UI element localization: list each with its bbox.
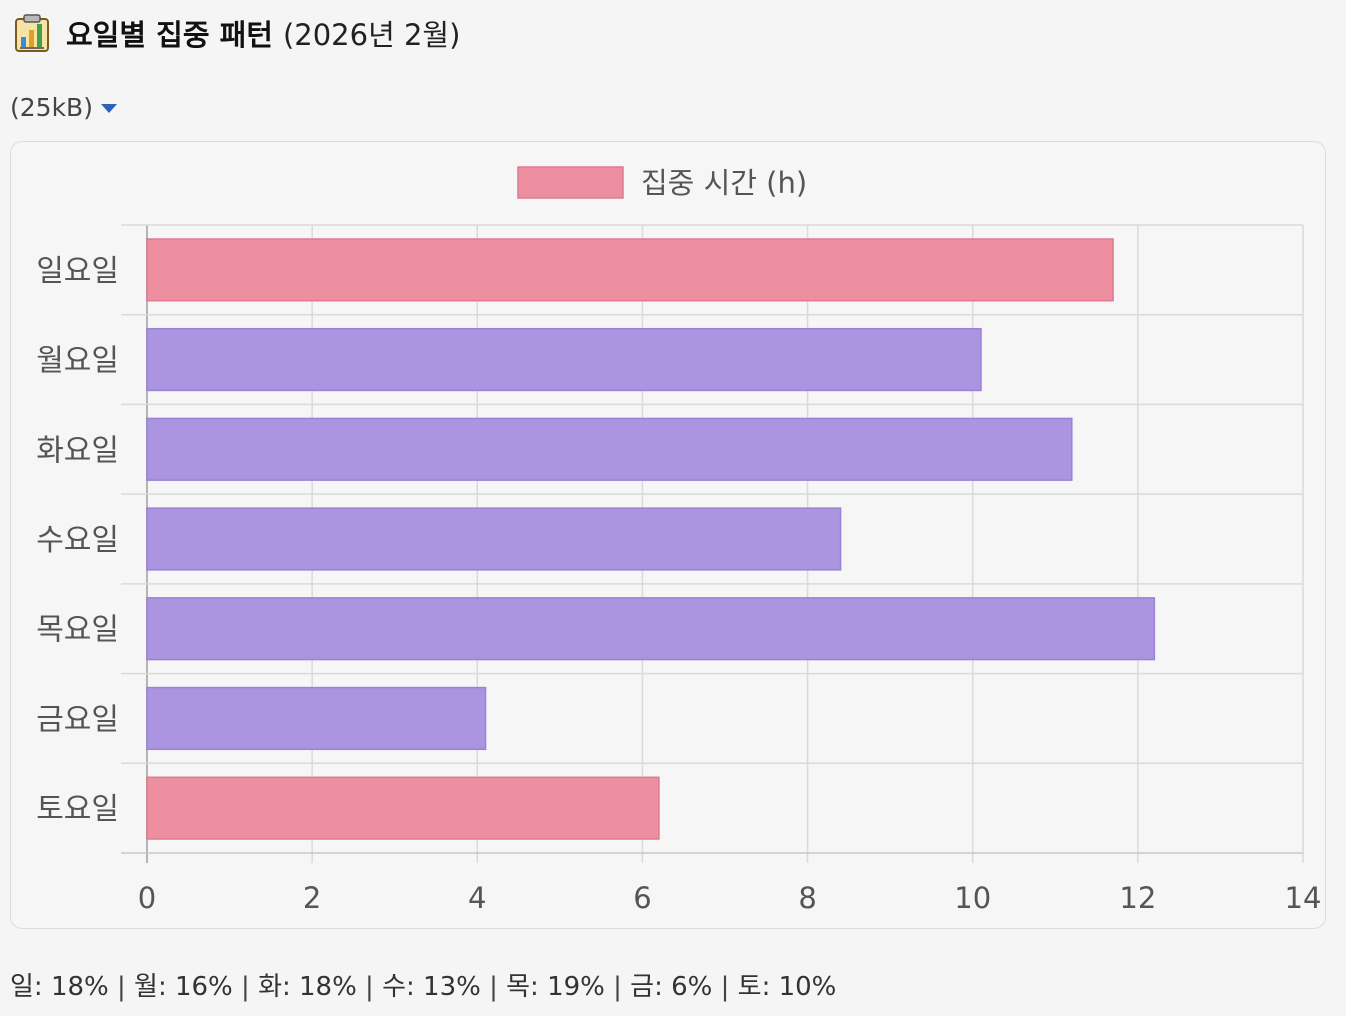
y-tick-label: 토요일 — [36, 792, 119, 827]
summary-separator: | — [604, 972, 631, 1002]
bar-chart-clipboard-icon — [15, 14, 49, 52]
summary-item: 화: 18% — [258, 972, 357, 1002]
summary-separator: | — [712, 972, 738, 1002]
summary-item: 수: 13% — [382, 972, 481, 1002]
x-tick-label: 14 — [1285, 881, 1322, 915]
summary-item: 목: 19% — [506, 972, 605, 1002]
page-title: 요일별 집중 패턴 — [66, 18, 273, 52]
legend-swatch — [517, 166, 624, 199]
x-tick-label: 10 — [954, 881, 991, 915]
y-tick-label: 수요일 — [36, 523, 119, 558]
bar-1 — [146, 327, 982, 392]
summary-item: 월: 16% — [134, 972, 233, 1002]
y-tick-label: 화요일 — [36, 433, 119, 468]
bar-4 — [146, 597, 1156, 661]
page-header: 요일별 집중 패턴 (2026년 2월) — [12, 8, 460, 58]
file-size-toggle[interactable]: (25kB) — [10, 90, 117, 124]
file-size-label: (25kB) — [10, 92, 93, 122]
legend-label: 집중 시간 (h) — [641, 166, 807, 200]
y-tick-label: 월요일 — [36, 344, 119, 379]
bar-5 — [146, 686, 487, 751]
x-tick-label: 12 — [1119, 881, 1156, 915]
summary-separator: | — [356, 972, 383, 1002]
summary-item: 토: 10% — [737, 972, 837, 1002]
summary-separator: | — [232, 972, 259, 1002]
summary-separator: | — [480, 972, 507, 1002]
bar-3 — [146, 507, 842, 571]
page-period: (2026년 2월) — [282, 18, 461, 52]
caret-down-icon[interactable] — [100, 103, 117, 113]
y-tick-label: 목요일 — [36, 613, 119, 648]
bar-2 — [146, 417, 1073, 481]
x-tick-label: 0 — [138, 881, 156, 915]
y-tick-label: 일요일 — [36, 254, 119, 289]
x-tick-label: 2 — [303, 881, 321, 915]
y-tick-label: 금요일 — [36, 702, 119, 737]
bar-0 — [146, 238, 1114, 302]
x-tick-label: 8 — [798, 881, 816, 915]
summary-item: 금: 6% — [630, 972, 713, 1002]
bar-6 — [146, 776, 660, 840]
x-tick-label: 4 — [468, 881, 486, 915]
summary-separator: | — [108, 972, 135, 1002]
x-tick-label: 6 — [633, 881, 651, 915]
summary-item: 일: 18% — [10, 972, 109, 1002]
percentage-summary: 일: 18% | 월: 16% | 화: 18% | 수: 13% | 목: 1… — [10, 966, 836, 1003]
